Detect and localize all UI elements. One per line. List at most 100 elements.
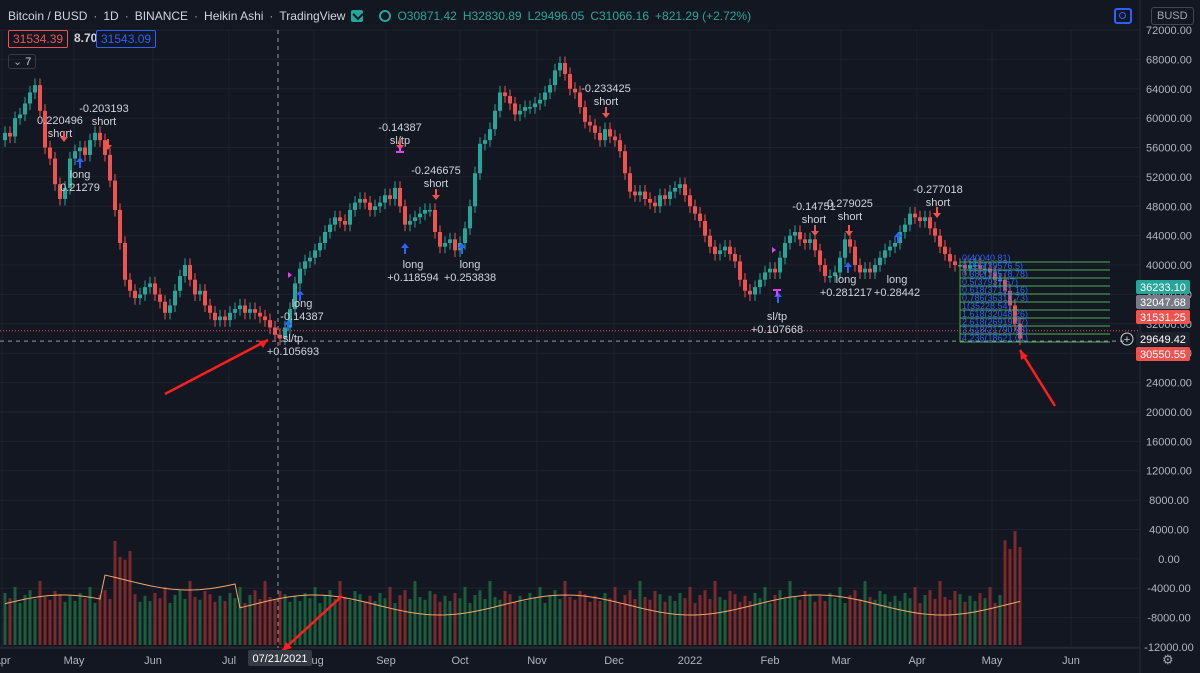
- candle-body: [588, 121, 592, 126]
- candle-body: [283, 327, 287, 339]
- volume-bar: [918, 603, 922, 645]
- fib-level-label: 0.786(36310.73): [962, 293, 1028, 303]
- time-tick-label: Jul: [222, 655, 236, 667]
- volume-bar: [398, 595, 402, 645]
- candle-body: [973, 265, 977, 267]
- candle-body: [608, 129, 612, 137]
- plus-circle-glyph: +: [1124, 334, 1130, 346]
- candle-body: [308, 257, 312, 262]
- candle-body: [683, 184, 687, 196]
- time-tick-label: Apr: [0, 655, 11, 667]
- volume-bar: [93, 603, 97, 645]
- sell-button[interactable]: 31534.39: [8, 30, 69, 48]
- settings-gear-icon[interactable]: ⚙: [1162, 652, 1174, 667]
- volume-bar: [83, 598, 87, 645]
- interval-label[interactable]: 1D: [103, 9, 119, 23]
- volume-bar: [173, 595, 177, 645]
- volume-bar: [873, 599, 877, 645]
- candle-body: [473, 173, 477, 207]
- candle-body: [433, 209, 437, 232]
- candle-body: [298, 268, 302, 284]
- candle-body: [798, 231, 802, 240]
- volume-bar: [68, 595, 72, 645]
- volume-bar: [368, 595, 372, 645]
- volume-bar: [698, 595, 702, 645]
- strategy-signal-label: -0.233425: [581, 83, 631, 95]
- candle-body: [953, 261, 957, 266]
- volume-bar: [718, 597, 722, 645]
- candle-body: [778, 257, 782, 273]
- candle-body: [273, 327, 277, 335]
- volume-bar: [943, 597, 947, 645]
- volume-bar: [438, 601, 442, 645]
- candle-body: [788, 235, 792, 244]
- volume-bar: [663, 601, 667, 645]
- volume-bar: [58, 594, 62, 645]
- volume-bar: [143, 595, 147, 645]
- volume-bar: [373, 601, 377, 645]
- volume-bar: [728, 591, 732, 645]
- volume-bar: [798, 599, 802, 645]
- time-tick-label: Oct: [451, 655, 468, 667]
- volume-bar: [488, 581, 492, 645]
- candle-body: [688, 195, 692, 207]
- candle-body: [343, 220, 347, 225]
- buy-button[interactable]: 31543.09: [96, 30, 157, 48]
- strategy-signal-label: +0.281217: [820, 287, 872, 299]
- plus-circle-icon[interactable]: [1120, 332, 1134, 346]
- candle-body: [648, 198, 652, 203]
- volume-bar: [818, 595, 822, 645]
- volume-bar: [543, 603, 547, 645]
- fib-level-label: 4.236(18621.01): [962, 333, 1028, 343]
- candle-body: [93, 132, 97, 141]
- indicator-count: 7: [25, 56, 32, 68]
- price-tick-label: 48000.00: [1146, 201, 1192, 213]
- candle-body: [693, 206, 697, 214]
- short-signal-arrow: [104, 139, 112, 150]
- symbol-name[interactable]: Bitcoin / BUSD: [8, 9, 88, 23]
- volume-bar: [563, 581, 567, 645]
- volume-bar: [733, 594, 737, 645]
- volume-bar: [343, 597, 347, 645]
- volume-bar: [88, 587, 92, 645]
- candle-body: [113, 180, 117, 210]
- volume-bar: [838, 587, 842, 645]
- volume-bar: [318, 603, 322, 645]
- candle-body: [238, 305, 242, 310]
- candle-body: [708, 235, 712, 247]
- volume-bar: [48, 599, 52, 645]
- volume-bar: [263, 581, 267, 645]
- volume-bar: [138, 601, 142, 645]
- volume-bar: [333, 599, 337, 645]
- candle-body: [288, 309, 292, 328]
- volume-bar: [898, 601, 902, 645]
- time-tick-label: 2022: [678, 655, 702, 667]
- strategy-signal-label: long: [292, 298, 313, 310]
- volume-bar: [43, 597, 47, 645]
- price-tick-label: 40000.00: [1146, 260, 1192, 272]
- volume-bar: [693, 603, 697, 645]
- candle-body: [728, 246, 732, 255]
- strategy-signal-label: short: [926, 197, 950, 209]
- candle-body: [793, 231, 797, 236]
- candle-body: [543, 92, 547, 100]
- long-signal-arrow: [296, 290, 304, 301]
- volume-bar: [308, 598, 312, 645]
- candle-body: [703, 220, 707, 236]
- candle-body: [218, 316, 222, 321]
- volume-bar: [908, 598, 912, 645]
- long-signal-arrow: [76, 157, 84, 168]
- candle-body: [68, 158, 72, 188]
- volume-bar: [198, 599, 202, 645]
- candle-body: [378, 202, 382, 207]
- volume-bar: [978, 593, 982, 645]
- volume-bar: [338, 581, 342, 645]
- currency-button[interactable]: BUSD: [1151, 7, 1194, 25]
- camera-icon[interactable]: [1114, 8, 1132, 24]
- volume-bar: [823, 601, 827, 645]
- indicators-toggle[interactable]: ⌄ 7: [8, 54, 37, 69]
- volume-bar: [243, 603, 247, 645]
- candle-body: [258, 312, 262, 317]
- candle-body: [103, 140, 107, 155]
